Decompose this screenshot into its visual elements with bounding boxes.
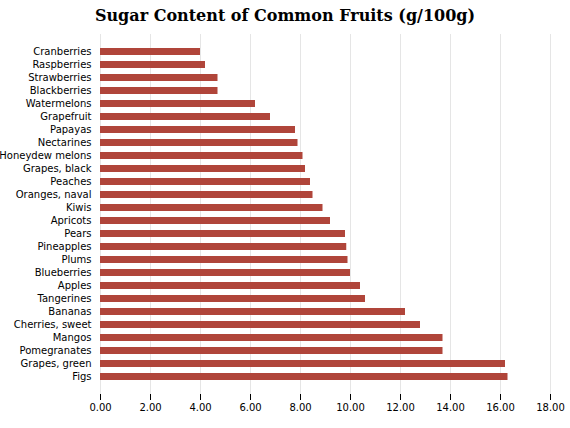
svg-text:10.00: 10.00 — [336, 402, 365, 413]
svg-text:Pears: Pears — [64, 228, 91, 239]
svg-text:12.00: 12.00 — [386, 402, 415, 413]
svg-text:16.00: 16.00 — [486, 402, 515, 413]
svg-text:Raspberries: Raspberries — [32, 59, 91, 70]
svg-text:Apples: Apples — [58, 280, 92, 291]
svg-text:8.00: 8.00 — [289, 402, 311, 413]
svg-text:Kiwis: Kiwis — [66, 202, 92, 213]
svg-text:Peaches: Peaches — [50, 176, 91, 187]
svg-text:Cranberries: Cranberries — [33, 46, 91, 57]
svg-text:Grapes, green: Grapes, green — [21, 358, 92, 369]
svg-text:Blueberries: Blueberries — [35, 267, 92, 278]
svg-text:4.00: 4.00 — [189, 402, 211, 413]
html-text:Sugar Content of Common Fruits: Sugar Content of Common Fruits (g/100g) — [94, 6, 476, 25]
svg-text:Tangerines: Tangerines — [36, 293, 91, 304]
svg-text:Mangos: Mangos — [53, 332, 92, 343]
svg-text:6.00: 6.00 — [239, 402, 261, 413]
svg-text:Pomegranates: Pomegranates — [19, 345, 91, 356]
svg-text:Bananas: Bananas — [48, 306, 91, 317]
svg-text:Plums: Plums — [61, 254, 91, 265]
svg-text:Pineapples: Pineapples — [37, 241, 91, 252]
svg-text:Figs: Figs — [72, 371, 91, 382]
svg-text:0.00: 0.00 — [89, 402, 111, 413]
svg-text:Honeydew melons: Honeydew melons — [0, 150, 92, 161]
svg-text:14.00: 14.00 — [436, 402, 465, 413]
svg-text:Blackberries: Blackberries — [30, 85, 92, 96]
svg-text:Papayas: Papayas — [50, 124, 91, 135]
svg-text:Nectarines: Nectarines — [38, 137, 92, 148]
svg-text:Oranges, naval: Oranges, naval — [16, 189, 92, 200]
svg-text:2.00: 2.00 — [139, 402, 161, 413]
svg-text:Grapefruit: Grapefruit — [40, 111, 91, 122]
svg-text:18.00: 18.00 — [536, 402, 565, 413]
svg-text:Apricots: Apricots — [51, 215, 92, 226]
svg-text:Watermelons: Watermelons — [26, 98, 92, 109]
svg-text:Cherries, sweet: Cherries, sweet — [14, 319, 92, 330]
svg-text:Grapes, black: Grapes, black — [23, 163, 92, 174]
svg-text:Strawberries: Strawberries — [28, 72, 91, 83]
